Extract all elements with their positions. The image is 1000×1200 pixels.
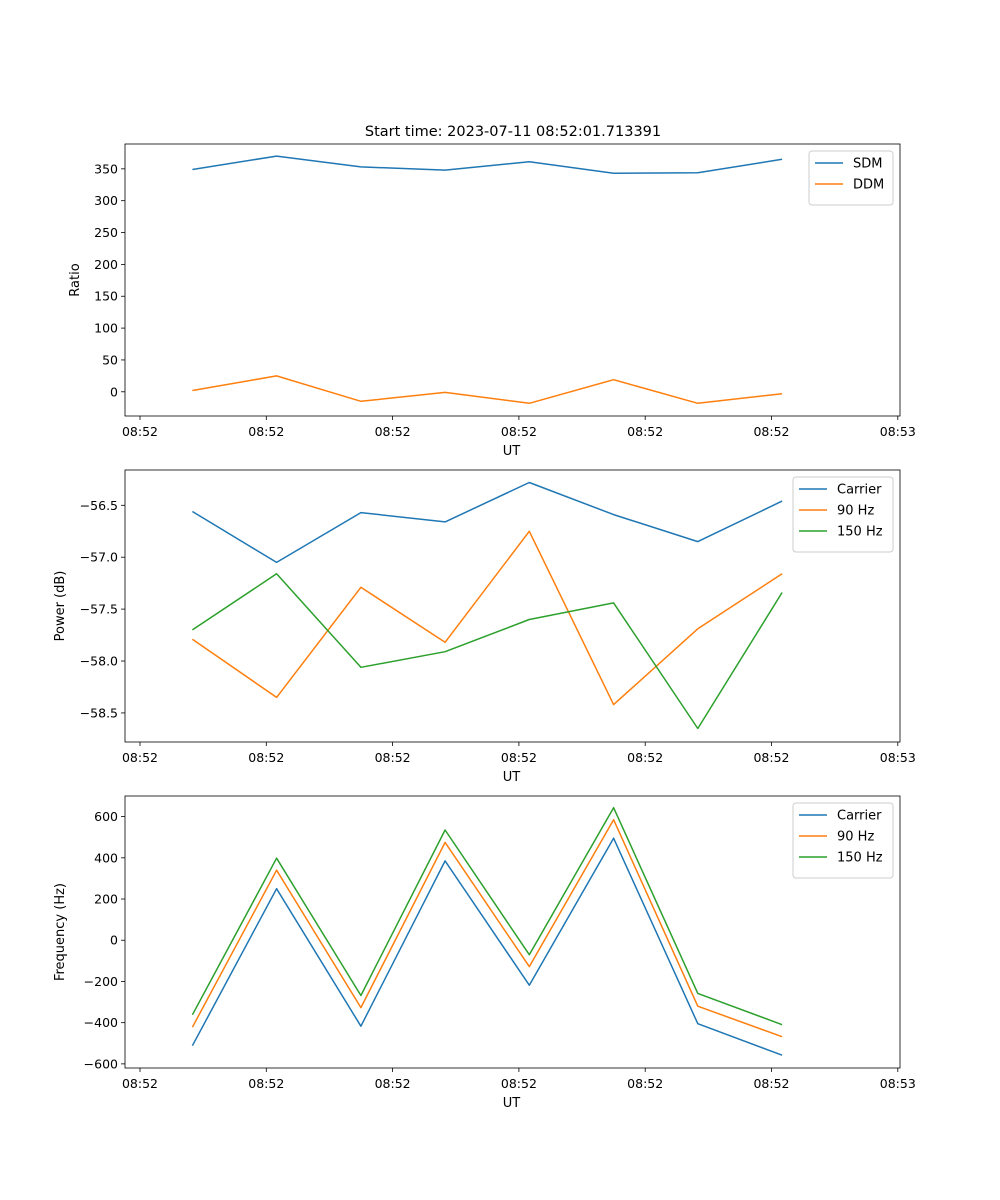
y-tick-label: −58.5 [80,705,118,720]
x-tick-label: 08:53 [880,1076,916,1091]
x-tick-label: 08:52 [501,1076,537,1091]
legend-label-ddm: DDM [853,178,884,193]
y-tick-label: 50 [102,352,118,367]
y-tick-label: 350 [94,161,118,176]
y-tick-label: −56.5 [80,498,118,513]
y-tick-label: 0 [110,933,118,948]
x-tick-label: 08:52 [627,750,663,765]
x-tick-label: 08:52 [375,750,411,765]
y-tick-label: 100 [94,321,118,336]
x-tick-label: 08:52 [627,424,663,439]
x-tick-label: 08:52 [753,424,789,439]
y-tick-label: 0 [110,384,118,399]
x-axis-label: UT [503,1096,521,1111]
y-tick-label: 400 [94,850,118,865]
y-tick-label: −57.5 [80,602,118,617]
legend-box [792,476,894,553]
chart-panel-1: 08:52 08:52 08:52 08:52 08:52 08:52 08:53 UT 0 50… [68,143,916,459]
axes-frame [124,143,901,417]
y-axis-label: Ratio [68,263,83,296]
y-axis-label: Power (dB) [53,571,68,642]
y-tick-label: 300 [94,193,118,208]
y-tick-label: −58.0 [80,654,118,669]
y-tick-label: 150 [94,289,118,304]
y-tick-label: −600 [84,1056,118,1071]
x-tick-label: 08:52 [248,750,284,765]
legend-box [792,802,894,879]
x-tick-label: 08:53 [880,424,916,439]
x-tick-label: 08:52 [375,424,411,439]
legend: SDM DDM [808,150,894,206]
y-tick-label: −200 [84,974,118,989]
x-tick-label: 08:52 [627,1076,663,1091]
chart-panel-3: 08:52 08:52 08:52 08:52 08:52 08:52 08:53 UT −60… [53,795,916,1111]
chart-panel-2: 08:52 08:52 08:52 08:52 08:52 08:52 08:53 UT −58… [53,469,916,785]
legend-label-150-hz: 150 Hz [837,525,883,540]
legend-box [808,150,894,206]
legend-label-sdm: SDM [853,157,882,172]
legend-label-90-hz: 90 Hz [837,830,874,845]
x-tick-label: 08:52 [122,1076,158,1091]
series-line-ddm [192,375,783,405]
series-line-90-hz [191,530,783,706]
x-tick-label: 08:52 [122,750,158,765]
y-tick-label: 600 [94,809,118,824]
legend: Carrier 90 Hz 150 Hz [792,476,894,553]
series-line-150-hz [191,806,783,1026]
y-tick-label: 200 [94,892,118,907]
series-line-150-hz [191,573,783,730]
y-tick-label: 250 [94,225,118,240]
x-axis-label: UT [503,770,521,785]
y-tick-label: −400 [84,1015,118,1030]
x-tick-label: 08:52 [753,750,789,765]
chart-panels: 08:52 08:52 08:52 08:52 08:52 08:52 08:53 UT 0 50… [53,143,916,1111]
series-line-90-hz [191,818,783,1038]
x-tick-label: 08:52 [375,1076,411,1091]
figure-title: Start time: 2023-07-11 08:52:01.713391 [365,124,661,140]
legend: Carrier 90 Hz 150 Hz [792,802,894,879]
series-line-carrier [191,837,783,1056]
series-line-carrier [192,481,783,564]
axes-frame [124,795,901,1069]
x-tick-label: 08:53 [880,750,916,765]
legend-label-carrier: Carrier [837,809,882,824]
legend-label-90-hz: 90 Hz [837,504,874,519]
x-tick-label: 08:52 [501,750,537,765]
y-tick-label: −57.0 [80,550,118,565]
legend-label-150-hz: 150 Hz [837,851,883,866]
x-tick-label: 08:52 [501,424,537,439]
axes-frame [124,469,901,743]
x-tick-label: 08:52 [248,1076,284,1091]
legend-label-carrier: Carrier [837,483,882,498]
y-axis-label: Frequency (Hz) [53,883,68,981]
x-tick-label: 08:52 [753,1076,789,1091]
series-line-sdm [192,155,783,175]
x-tick-label: 08:52 [122,424,158,439]
x-tick-label: 08:52 [248,424,284,439]
x-axis-label: UT [503,444,521,459]
y-tick-label: 200 [94,257,118,272]
